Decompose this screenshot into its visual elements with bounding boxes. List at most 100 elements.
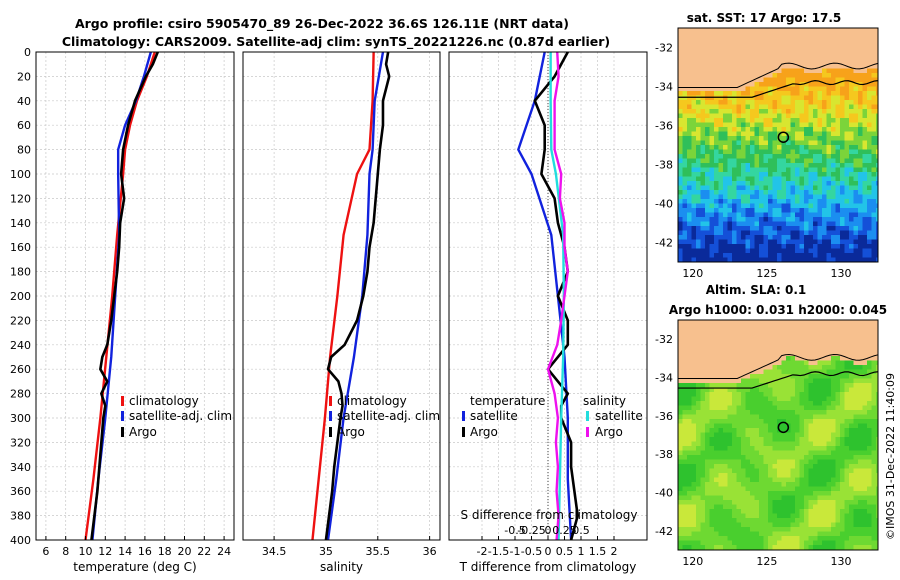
temperature-legend-label: Argo (129, 425, 157, 439)
legend-temperature-swatch (462, 427, 465, 437)
legend-temperature-label: satellite (470, 409, 518, 423)
temperature-panel: 6 8 10 12 14 16 18 20 22 24 temperature (deg C) 0 20… (10, 46, 235, 574)
depth-tick-label: 40 (17, 95, 31, 108)
map-lon-tick-label: 120 (682, 267, 703, 280)
depth-tick-label: 160 (10, 241, 31, 254)
map-lat-tick-label: -40 (655, 198, 673, 211)
depth-tick-label: 260 (10, 363, 31, 376)
map-lat-tick-label: -32 (655, 42, 673, 55)
legend-salinity-title: salinity (583, 394, 626, 408)
legend-temperature-label: Argo (470, 425, 498, 439)
temperature-legend-swatch (121, 411, 124, 421)
difference-xtick-label: -2 (477, 545, 488, 558)
difference-xtick-label: -0.5 (521, 545, 542, 558)
depth-tick-label: 120 (10, 192, 31, 205)
salinity-frame (242, 51, 441, 541)
depth-tick-label: 280 (10, 388, 31, 401)
salinity-xlabel: salinity (320, 560, 363, 574)
difference-series-salinity-satellite (549, 52, 566, 541)
salinity-diff-tick-label: 0 (545, 524, 552, 537)
salinity-diff-axis-label: S difference from climatology (461, 508, 638, 522)
depth-tick-label: 140 (10, 217, 31, 230)
depth-tick-label: 300 (10, 412, 31, 425)
depth-tick-label: 360 (10, 485, 31, 498)
legend-salinity-swatch (586, 427, 589, 437)
title-line2: Climatology: CARS2009. Satellite-adj cli… (62, 34, 610, 50)
map-lon-tick-label: 130 (830, 267, 851, 280)
sla-map: -32 -34 -36 -38 -40 -42 120 125 130 (655, 319, 879, 568)
depth-tick-label: 240 (10, 339, 31, 352)
map-lat-tick-label: -36 (655, 120, 673, 133)
map-lat-tick-label: -42 (655, 237, 673, 250)
difference-xtick-label: 0.5 (556, 545, 574, 558)
map-lat-tick-label: -36 (655, 410, 673, 423)
temperature-xtick-label: 6 (42, 545, 49, 558)
sla-map-subtitle: Argo h1000: 0.031 h2000: 0.045 (669, 303, 887, 317)
temperature-xtick-label: 22 (197, 545, 211, 558)
depth-tick-label: 220 (10, 314, 31, 327)
temperature-legend-swatch (121, 396, 124, 406)
temperature-series-argo (90, 51, 159, 541)
salinity-xtick-label: 35.5 (366, 545, 391, 558)
map-lat-tick-label: -38 (655, 448, 673, 461)
temperature-xtick-label: 8 (62, 545, 69, 558)
depth-tick-label: 340 (10, 461, 31, 474)
difference-xtick-label: 2 (611, 545, 618, 558)
depth-tick-label: 200 (10, 290, 31, 303)
difference-xtick-label: 1 (578, 545, 585, 558)
title-line1: Argo profile: csiro 5905470_89 26-Dec-20… (75, 16, 569, 32)
argo-position-marker (777, 131, 790, 143)
salinity-legend-label: satellite-adj. clim (337, 409, 440, 423)
salinity-legend-label: Argo (337, 425, 365, 439)
salinity-series-satellite-adj-clim (326, 51, 385, 541)
shelf-contour (678, 371, 879, 389)
salinity-diff-tick-label: -0.5 (504, 524, 525, 537)
difference-xtick-label: 0 (545, 545, 552, 558)
temperature-xtick-label: 12 (98, 545, 112, 558)
legend-salinity-swatch (586, 411, 589, 421)
temperature-xtick-label: 14 (118, 545, 132, 558)
salinity-legend-swatch (329, 411, 332, 421)
depth-tick-label: 0 (24, 46, 31, 59)
depth-tick-label: 20 (17, 70, 31, 83)
temperature-legend-label: climatology (129, 394, 199, 408)
salinity-diff-tick-label: 0.5 (572, 524, 590, 537)
salinity-series-argo (324, 51, 391, 541)
coastline (678, 62, 879, 88)
watermark: ©IMOS 31-Dec-2022 11:40:09 (884, 373, 897, 540)
map-lon-tick-label: 120 (682, 555, 703, 568)
depth-tick-label: 320 (10, 436, 31, 449)
depth-tick-label: 180 (10, 266, 31, 279)
salinity-legend-swatch (329, 396, 332, 406)
temperature-legend-swatch (121, 427, 124, 437)
argo-position-marker (777, 421, 790, 434)
difference-xtick-label: -1 (510, 545, 521, 558)
salinity-legend-swatch (329, 427, 332, 437)
legend-salinity-label: satellite (595, 409, 643, 423)
temperature-xtick-label: 10 (79, 545, 93, 558)
difference-panel: -2 -1.5 -1 -0.5 0 0.5 1 1.5 2T difference from c… (448, 51, 648, 574)
map-lon-tick-label: 125 (756, 267, 777, 280)
temperature-xtick-label: 18 (158, 545, 172, 558)
temperature-series-climatology (84, 51, 156, 541)
depth-tick-label: 60 (17, 119, 31, 132)
difference-series-temperature-satellite (517, 51, 573, 541)
salinity-xtick-label: 35 (319, 545, 333, 558)
legend-temperature-title: temperature (470, 394, 545, 408)
depth-tick-label: 380 (10, 510, 31, 523)
map-frame (677, 27, 879, 263)
sla-map-title: Altim. SLA: 0.1 (706, 283, 807, 297)
depth-tick-label: 80 (17, 144, 31, 157)
temperature-xtick-label: 20 (178, 545, 192, 558)
legend-temperature-swatch (462, 411, 465, 421)
difference-xtick-label: 1.5 (589, 545, 607, 558)
map-lat-tick-label: -42 (655, 525, 673, 538)
temperature-xtick-label: 24 (217, 545, 231, 558)
map-lat-tick-label: -32 (655, 333, 673, 346)
temperature-xtick-label: 16 (138, 545, 152, 558)
map-lat-tick-label: -40 (655, 487, 673, 500)
difference-series-salinity-argo (546, 51, 569, 541)
difference-xtick-label: -1.5 (488, 545, 509, 558)
map-lon-tick-label: 125 (756, 555, 777, 568)
